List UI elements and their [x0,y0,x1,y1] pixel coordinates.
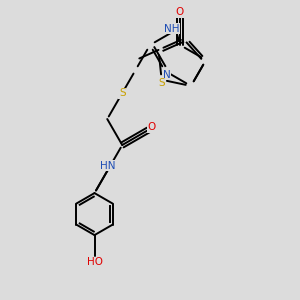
Text: S: S [158,78,165,88]
Text: NH: NH [164,23,180,34]
Text: HO: HO [86,257,103,267]
Text: S: S [119,88,126,98]
Text: N: N [163,70,170,80]
Text: O: O [147,122,155,132]
Text: HN: HN [100,160,116,171]
Text: O: O [176,7,184,17]
